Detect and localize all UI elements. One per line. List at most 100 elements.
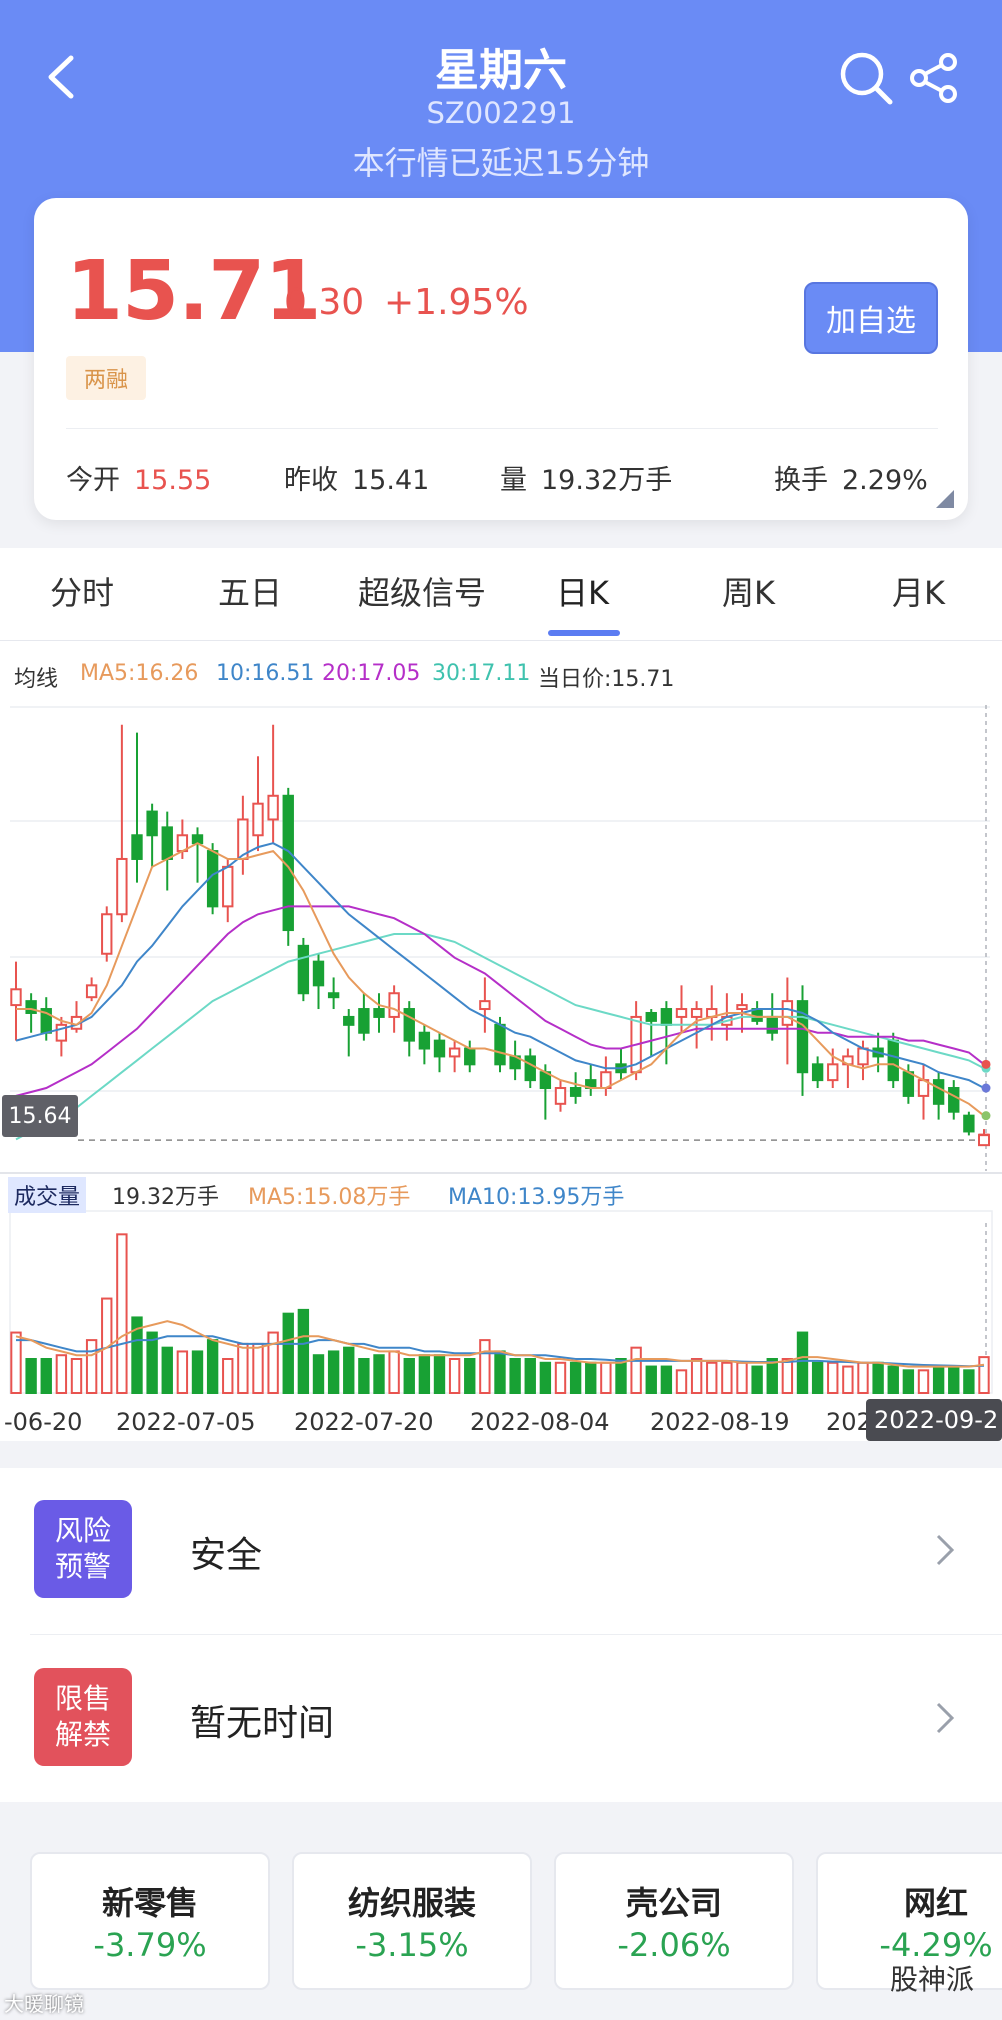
add-watchlist-button[interactable]: 加自选: [804, 282, 938, 354]
badge-line: 风险: [54, 1514, 111, 1547]
volume-bar-down: [25, 1358, 37, 1394]
tab-monthly-k[interactable]: 月K: [892, 574, 945, 612]
candle-up: [479, 1000, 491, 1011]
volume-bar-up: [237, 1342, 249, 1395]
volume-bar-down: [796, 1331, 809, 1394]
candle-up: [827, 1063, 839, 1082]
volume-bar-down: [161, 1346, 173, 1395]
turnover-label: 换手: [774, 465, 828, 496]
delay-notice: 本行情已延迟15分钟: [352, 144, 650, 182]
today-price-legend: 当日价:15.71: [538, 667, 675, 692]
concept-name: 纺织服装: [347, 1884, 476, 1922]
candle-up: [857, 1047, 869, 1066]
concept-cards: 新零售 -3.79% 纺织服装 -3.15% 壳公司 -2.06% 网红 -4.…: [0, 1822, 1002, 2020]
volume-bar-up: [10, 1331, 22, 1394]
candle-down: [25, 1000, 37, 1014]
risk-warning-badge: 风险 预警: [34, 1500, 132, 1598]
volume-bar-down: [206, 1339, 219, 1394]
concept-card[interactable]: 壳公司 -2.06%: [554, 1852, 794, 1990]
concept-change: -3.79%: [93, 1926, 207, 1964]
candle-down: [524, 1055, 536, 1082]
volume-bar-up: [85, 1339, 98, 1394]
volume-bar-up: [554, 1361, 567, 1394]
current-price-marker: [978, 1134, 990, 1147]
concept-change: -2.06%: [617, 1926, 731, 1964]
concept-name: 新零售: [101, 1884, 198, 1922]
candle-up: [101, 913, 113, 955]
tab-five-day[interactable]: 五日: [218, 574, 283, 612]
volume-bar-down: [312, 1354, 325, 1395]
divider: [66, 428, 938, 429]
volume-bar-down: [131, 1316, 143, 1395]
list-item-risk-warning[interactable]: 风险 预警 安全: [0, 1468, 1002, 1635]
volume-bar-down: [40, 1358, 52, 1394]
concept-card[interactable]: 网红 -4.29%: [816, 1852, 1002, 1990]
volume-bar-up: [781, 1358, 794, 1394]
quote-card: 15.71 0.30 +1.95% 加自选 两融 今开 15.55 昨收 15.41…: [34, 198, 968, 520]
volume-bar-down: [539, 1361, 552, 1394]
chart-tabs: 分时 五日 超级信号 日K 周K 月K: [0, 548, 1002, 640]
candle-up: [554, 1087, 567, 1105]
ma30-line: [15, 933, 985, 1141]
current-price-tag: 15.64: [2, 1095, 78, 1137]
volume-bar-down: [645, 1365, 657, 1394]
volume-bar-up: [827, 1361, 839, 1394]
ma-legend-label: 均线: [14, 667, 59, 692]
concept-card[interactable]: 纺织服装 -3.15%: [292, 1852, 532, 1990]
candle-up: [10, 988, 22, 1007]
volume-bar-down: [343, 1346, 355, 1395]
share-button[interactable]: [904, 48, 964, 108]
volume-bar-down: [569, 1361, 582, 1394]
candle-down: [403, 1008, 415, 1042]
tab-intraday[interactable]: 分时: [50, 574, 115, 612]
volume-ma10-line: [16, 1335, 985, 1368]
volume-bar-down: [327, 1350, 340, 1395]
candle-up: [85, 984, 98, 999]
expand-corner-icon[interactable]: [936, 490, 954, 508]
concept-name: 网红: [903, 1884, 968, 1922]
tab-weekly-k[interactable]: 周K: [722, 574, 775, 612]
candle-down: [569, 1087, 582, 1097]
tab-super-signal[interactable]: 超级信号: [358, 574, 487, 612]
volume-bar-up: [630, 1346, 642, 1395]
volume-bar-down: [297, 1308, 310, 1395]
price-change-percent: +1.95%: [384, 282, 529, 323]
volume-value: 19.32万手: [541, 465, 673, 496]
kline-chart[interactable]: 均线 MA5:16.26 10:16.51 20:17.05 30:17.11 …: [0, 641, 1002, 1441]
risk-warning-value: 安全: [190, 1535, 263, 1576]
candle-up: [448, 1047, 461, 1058]
candle-down: [358, 1008, 370, 1034]
share-icon: [910, 53, 957, 103]
ma-end-marker: [981, 1059, 991, 1069]
volume-bar-up: [388, 1350, 400, 1395]
candle-down: [146, 810, 158, 837]
candle-up: [675, 1008, 688, 1018]
turnover-value: 2.29%: [842, 465, 928, 496]
volume-ma5-legend: MA5:15.08万手: [248, 1185, 411, 1210]
concept-card[interactable]: 新零售 -3.79%: [30, 1852, 270, 1990]
back-button[interactable]: [32, 42, 88, 112]
candle-up: [55, 1023, 68, 1042]
candle-up: [736, 1004, 748, 1011]
open-stat: 今开 15.55: [66, 458, 211, 497]
ma30-legend: 30:17.11: [432, 661, 531, 686]
volume-bar-up: [55, 1354, 68, 1395]
volume-ma10-legend: MA10:13.95万手: [448, 1185, 625, 1210]
x-tick-label: 2022-08-04: [470, 1408, 610, 1436]
active-tab-indicator: [548, 630, 620, 636]
search-button[interactable]: [836, 48, 896, 108]
volume-bar-down: [887, 1365, 899, 1394]
concept-name: 壳公司: [625, 1884, 722, 1922]
volume-bar-down: [494, 1350, 506, 1395]
concept-change: -3.15%: [355, 1926, 469, 1964]
concept-change: -4.29%: [879, 1926, 993, 1964]
tab-daily-k[interactable]: 日K: [556, 574, 609, 612]
volume-bar-down: [418, 1354, 431, 1395]
divider: [0, 640, 1002, 641]
list-item-lockup-expiry[interactable]: 限售 解禁 暂无时间: [0, 1636, 1002, 1802]
candle-down: [464, 1047, 476, 1066]
volume-bar-up: [116, 1233, 128, 1394]
candle-down: [297, 944, 310, 995]
stock-name: 星期六: [435, 45, 567, 96]
x-tick-label: -06-20: [4, 1408, 83, 1436]
